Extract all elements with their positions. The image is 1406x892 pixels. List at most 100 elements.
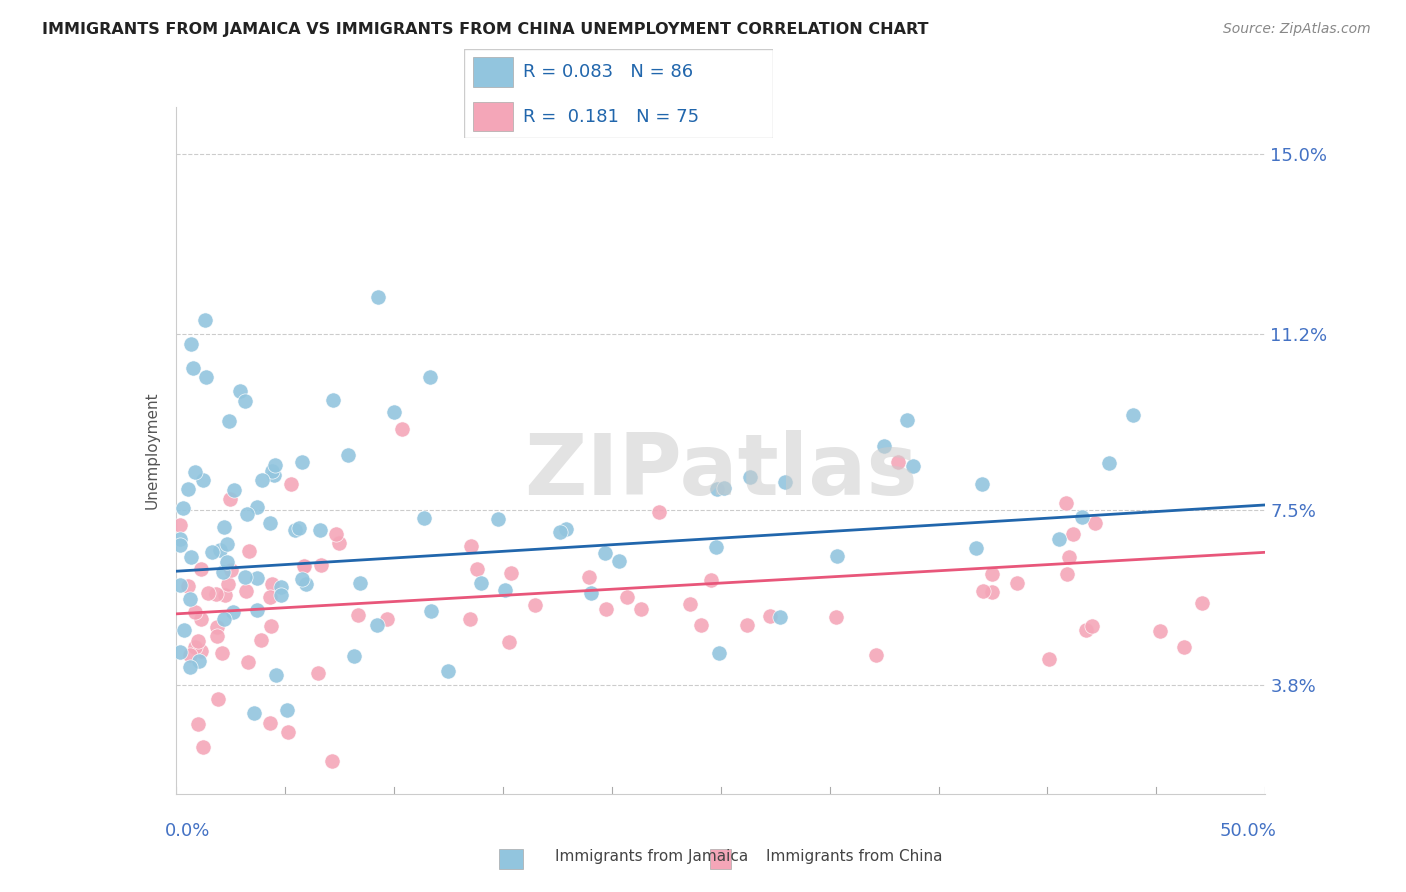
Point [211,646,233,660]
Point [238,544,260,558]
Point [179,648,201,662]
Point [292,558,315,573]
Point [865,648,887,662]
Point [259,590,281,604]
Point [259,516,281,531]
Point [1057,550,1080,565]
Point [187,717,209,731]
Point [981,585,1004,599]
Point [981,566,1004,581]
Point [187,654,209,668]
Point [773,475,796,490]
Point [259,715,281,730]
Text: IMMIGRANTS FROM JAMAICA VS IMMIGRANTS FROM CHINA UNEMPLOYMENT CORRELATION CHART: IMMIGRANTS FROM JAMAICA VS IMMIGRANTS FR… [42,22,929,37]
Point [494,583,516,598]
Point [233,570,256,584]
Point [193,739,215,754]
Point [212,612,235,626]
Point [215,555,238,569]
Point [212,520,235,534]
Point [205,587,228,601]
Point [181,360,204,375]
Point [972,584,994,599]
Point [191,473,214,487]
Point [593,546,616,560]
Point [328,535,350,549]
Point [228,384,250,399]
Point [169,578,191,592]
Point [219,563,242,577]
Point [187,634,209,648]
Point [336,448,359,462]
Point [263,468,285,483]
Point [581,585,603,599]
FancyBboxPatch shape [710,848,731,869]
Point [1081,619,1104,633]
Point [498,635,520,649]
Point [194,370,217,384]
Point [173,624,195,638]
Point [260,576,283,591]
Point [873,439,896,453]
Point [169,518,191,533]
Point [709,647,731,661]
Point [246,500,269,515]
Point [169,532,191,546]
Point [205,629,228,643]
Point [309,558,332,572]
Point [184,605,207,619]
Point [1071,509,1094,524]
Point [1056,496,1078,510]
Point [270,588,292,602]
Text: ZIPatlas: ZIPatlas [523,430,918,513]
Point [1056,566,1078,581]
Point [222,605,245,619]
Point [1098,456,1121,470]
Point [280,476,302,491]
Point [222,483,245,498]
Point [759,608,782,623]
Point [235,583,257,598]
Point [1191,597,1213,611]
Point [201,545,224,559]
Point [343,648,366,663]
Point [690,618,713,632]
Point [169,538,191,552]
Point [706,540,728,554]
Point [236,507,259,521]
Point [738,470,761,484]
Point [1062,527,1084,541]
Point [270,580,292,594]
Point [827,549,849,563]
Point [217,537,239,551]
FancyBboxPatch shape [499,848,523,869]
Point [180,337,202,351]
Point [262,464,284,478]
Point [616,590,638,604]
Point [679,597,702,611]
Point [769,610,792,624]
Point [277,725,299,739]
Point [218,414,240,428]
Point [1007,575,1029,590]
Point [548,525,571,540]
Point [458,613,481,627]
Point [630,601,652,615]
Y-axis label: Unemployment: Unemployment [145,392,160,509]
Point [284,523,307,537]
Point [246,603,269,617]
Point [391,422,413,436]
Point [217,577,239,591]
Point [179,660,201,674]
Point [648,505,671,519]
Point [886,455,908,469]
Point [607,554,630,568]
Point [295,576,318,591]
Point [197,586,219,600]
Point [824,610,846,624]
Point [419,604,441,618]
Point [713,481,735,495]
Point [901,458,924,473]
Point [245,572,267,586]
Point [700,573,723,587]
